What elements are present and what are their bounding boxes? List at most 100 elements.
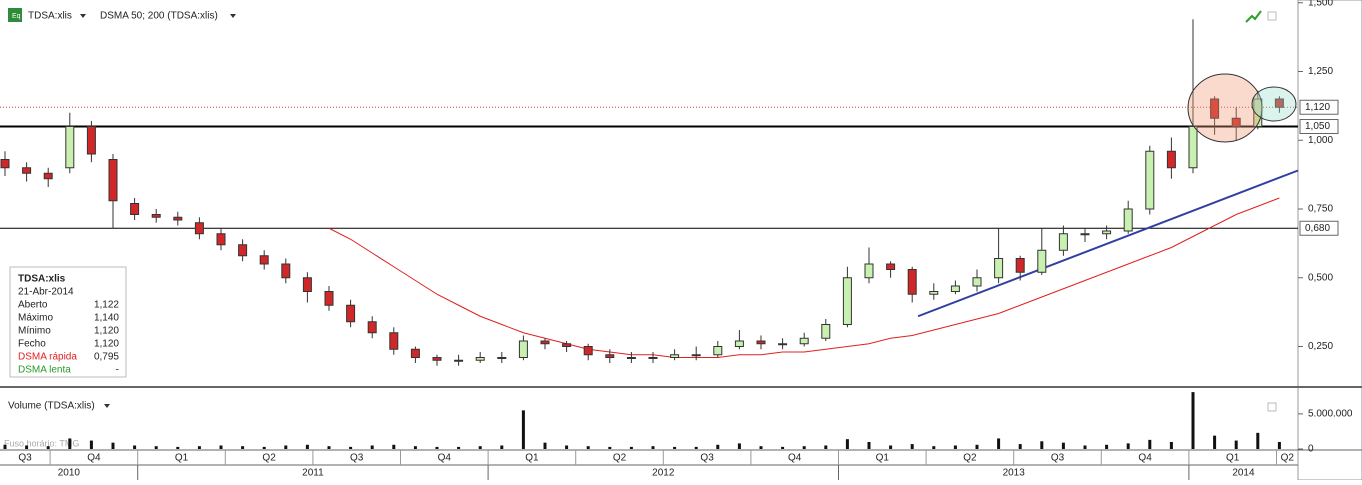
year-label: 2010 bbox=[58, 468, 81, 479]
info-value: 1,140 bbox=[94, 313, 119, 324]
candle-body bbox=[734, 340, 744, 347]
symbol[interactable]: TDSA:xlis bbox=[28, 11, 72, 22]
volume-bar bbox=[629, 446, 633, 449]
candle-body bbox=[65, 126, 75, 169]
price-tag-label: 0,680 bbox=[1305, 223, 1330, 234]
year-label: 2013 bbox=[1003, 468, 1026, 479]
quarter-label: Q1 bbox=[175, 453, 189, 464]
info-label: Máximo bbox=[18, 313, 53, 324]
volume-bar bbox=[1191, 392, 1195, 449]
price-tag bbox=[1299, 220, 1339, 236]
volume-bar bbox=[68, 438, 72, 449]
restore-btn[interactable] bbox=[1267, 402, 1277, 412]
volume-bar bbox=[694, 446, 698, 449]
candle-body bbox=[259, 255, 269, 265]
candle-body bbox=[1102, 230, 1112, 235]
candle-body bbox=[281, 263, 291, 279]
volume-bar bbox=[154, 446, 158, 449]
candle-body bbox=[0, 159, 10, 169]
candle-body bbox=[1210, 98, 1220, 119]
candle-body bbox=[108, 159, 118, 202]
volume-bar bbox=[1148, 439, 1152, 449]
volume-bar bbox=[284, 445, 288, 449]
candle-body bbox=[346, 304, 356, 323]
quarter-label: Q1 bbox=[525, 453, 539, 464]
info-box: TDSA:xlis 21-Abr-2014 bbox=[9, 266, 127, 378]
candle-body bbox=[540, 340, 550, 345]
volume-bar bbox=[197, 446, 201, 449]
candle-body bbox=[1166, 150, 1176, 169]
quarter-label: Q3 bbox=[700, 453, 714, 464]
year-label: 2014 bbox=[1232, 468, 1255, 479]
trendline bbox=[917, 169, 1299, 318]
volume-bar bbox=[370, 445, 374, 449]
year-label: 2011 bbox=[302, 468, 324, 479]
quarter-label: Q3 bbox=[18, 453, 32, 464]
candle-body bbox=[173, 216, 183, 221]
quarter-label: Q1 bbox=[876, 453, 890, 464]
volume-bar bbox=[565, 445, 569, 449]
price-axis bbox=[1297, 0, 1362, 481]
volume-bar bbox=[1126, 443, 1130, 449]
info-label: DSMA lenta bbox=[18, 365, 71, 376]
candle-body bbox=[756, 340, 766, 345]
candle-body bbox=[821, 324, 831, 339]
volume-bar bbox=[608, 446, 612, 449]
candle-body bbox=[972, 277, 982, 287]
candle-body bbox=[518, 340, 528, 358]
price-tag bbox=[1299, 119, 1339, 134]
volume-bar bbox=[910, 444, 914, 449]
volume-bar bbox=[1256, 432, 1260, 449]
app-icon[interactable] bbox=[8, 8, 22, 22]
quarter-label: Q2 bbox=[963, 453, 977, 464]
indicator[interactable]: DSMA 50; 200 (TDSA:xlis) bbox=[100, 11, 218, 22]
candle-body bbox=[432, 357, 442, 361]
volume-bar bbox=[802, 446, 806, 449]
candle-body bbox=[799, 337, 809, 345]
trend-icon[interactable] bbox=[1245, 10, 1262, 23]
volume-bar bbox=[543, 442, 547, 449]
volume-bar bbox=[392, 444, 396, 449]
volume-bar bbox=[500, 445, 504, 449]
info-value: 0,795 bbox=[94, 352, 119, 363]
volume-bar bbox=[262, 446, 266, 449]
candle-body bbox=[994, 258, 1004, 279]
candle-body bbox=[562, 343, 572, 347]
quarter-label: Q4 bbox=[438, 453, 452, 464]
candle-body bbox=[1145, 150, 1155, 210]
price-tag bbox=[1299, 99, 1339, 115]
volume-bar bbox=[327, 446, 331, 449]
volume-bar bbox=[1061, 442, 1065, 449]
candle-body bbox=[497, 357, 507, 359]
volume-bar bbox=[673, 446, 677, 449]
volume-bar bbox=[716, 444, 720, 449]
info-symbol: TDSA:xlis bbox=[18, 274, 66, 285]
volume-bar bbox=[781, 446, 785, 449]
candle-body bbox=[302, 277, 312, 292]
volume-bar bbox=[478, 446, 482, 449]
candle-body bbox=[1123, 208, 1133, 232]
volume-bar bbox=[521, 410, 525, 449]
quarter-label: Q3 bbox=[1051, 453, 1065, 464]
volume-bar bbox=[176, 446, 180, 449]
y-tick-label: 0,500 bbox=[1308, 272, 1333, 283]
volume-bar bbox=[1234, 440, 1238, 449]
volume-bar bbox=[1018, 444, 1022, 449]
volume-bar bbox=[435, 446, 439, 449]
restore-btn[interactable] bbox=[1267, 11, 1277, 21]
candle-body bbox=[1188, 126, 1198, 169]
volume-bar bbox=[1277, 441, 1281, 449]
candle-body bbox=[691, 354, 701, 357]
candle-body bbox=[475, 357, 485, 361]
volume-bar bbox=[651, 446, 655, 449]
candle-body bbox=[713, 346, 723, 356]
quarter-label: Q4 bbox=[87, 453, 101, 464]
volume-bar bbox=[349, 446, 353, 449]
candle-body bbox=[151, 214, 161, 218]
candle-body bbox=[238, 244, 248, 257]
candle-body bbox=[1274, 98, 1284, 108]
candle-body bbox=[367, 321, 377, 334]
info-value: 1,122 bbox=[94, 300, 119, 311]
info-label: Mínimo bbox=[18, 326, 51, 337]
candle-body bbox=[648, 357, 658, 359]
